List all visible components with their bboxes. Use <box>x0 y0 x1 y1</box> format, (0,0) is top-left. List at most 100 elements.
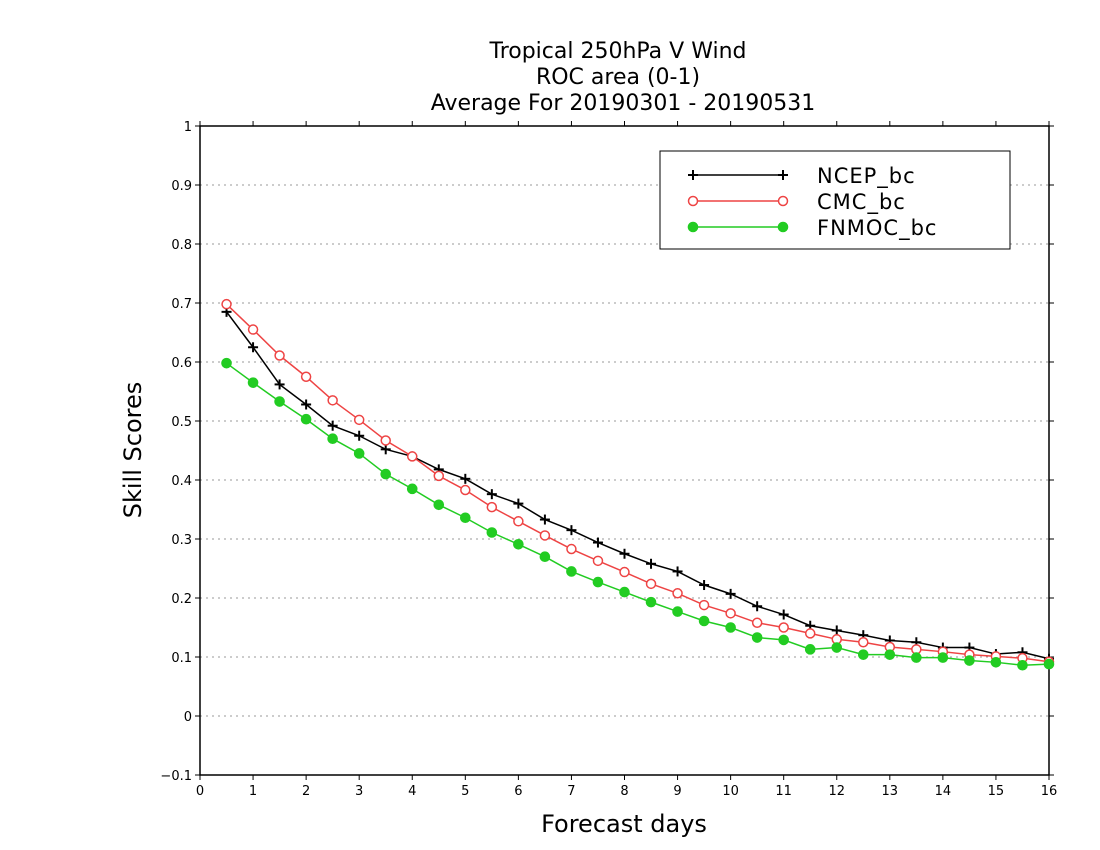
x-tick-label: 16 <box>1041 784 1058 799</box>
y-tick-label: −0.1 <box>160 769 192 784</box>
data-point-cmc-bc <box>858 637 869 648</box>
legend-marker <box>687 195 699 207</box>
legend-marker <box>777 195 789 207</box>
data-point-ncep-bc <box>513 498 524 509</box>
series-line-ncep-bc <box>225 311 1050 660</box>
x-tick-label: 1 <box>249 784 257 799</box>
x-tick-label: 10 <box>722 784 739 799</box>
data-point-ncep-bc <box>486 489 497 500</box>
data-point-fnmoc-bc <box>619 586 630 598</box>
data-point-ncep-bc <box>725 588 736 599</box>
chart-title-line-3: Average For 20190301 - 20190531 <box>431 91 816 116</box>
data-point-cmc-bc <box>619 566 630 578</box>
x-tick-label: 7 <box>567 784 575 799</box>
data-point-ncep-bc <box>354 430 365 441</box>
data-point-cmc-bc <box>380 435 391 446</box>
data-point-fnmoc-bc <box>539 551 551 563</box>
data-point-fnmoc-bc <box>327 433 338 445</box>
data-point-ncep-bc <box>778 609 789 620</box>
data-point-cmc-bc <box>460 484 471 496</box>
legend-marker <box>688 170 698 180</box>
data-point-fnmoc-bc <box>460 512 471 524</box>
series-group <box>221 298 1055 671</box>
data-point-ncep-bc <box>274 379 285 390</box>
data-point-fnmoc-bc <box>831 642 843 653</box>
legend-marker <box>778 170 788 180</box>
y-tick-label: 1 <box>184 120 192 135</box>
data-point-cmc-bc <box>433 470 445 482</box>
legend-item-cmc-bc: CMC_bc <box>687 190 906 215</box>
data-point-ncep-bc <box>380 444 391 455</box>
data-point-fnmoc-bc <box>698 615 710 627</box>
data-point-fnmoc-bc <box>1043 658 1055 670</box>
data-point-ncep-bc <box>248 342 259 353</box>
data-point-fnmoc-bc <box>433 499 445 511</box>
data-point-cmc-bc <box>566 543 577 555</box>
data-point-fnmoc-bc <box>486 527 498 538</box>
data-point-ncep-bc <box>646 558 657 569</box>
data-point-ncep-bc <box>592 537 603 548</box>
data-point-fnmoc-bc <box>513 539 524 550</box>
data-point-ncep-bc <box>672 566 683 577</box>
x-tick-label: 15 <box>988 784 1005 799</box>
x-tick-label: 13 <box>882 784 899 799</box>
data-point-ncep-bc <box>301 399 312 410</box>
data-point-fnmoc-bc <box>672 606 683 617</box>
y-tick-label: 0.9 <box>171 179 192 194</box>
x-tick-label: 8 <box>620 784 628 799</box>
data-point-cmc-bc <box>300 371 312 382</box>
series-cmc-bc <box>221 298 1055 667</box>
data-point-fnmoc-bc <box>380 468 392 480</box>
legend-label: FNMOC_bc <box>817 216 937 241</box>
data-point-fnmoc-bc <box>725 622 736 633</box>
data-point-cmc-bc <box>247 324 259 335</box>
legend-item-fnmoc-bc: FNMOC_bc <box>687 216 937 241</box>
x-tick-label: 14 <box>935 784 952 799</box>
data-point-cmc-bc <box>407 451 418 462</box>
x-tick-label: 0 <box>196 784 204 799</box>
x-tick-label: 2 <box>302 784 310 799</box>
data-point-cmc-bc <box>486 501 498 513</box>
data-point-ncep-bc <box>327 420 338 431</box>
x-axis-label: Forecast days <box>541 810 707 838</box>
y-axis-label: Skill Scores <box>119 382 147 519</box>
data-point-ncep-bc <box>619 548 630 559</box>
x-tick-label: 12 <box>828 784 845 799</box>
data-point-fnmoc-bc <box>247 377 259 388</box>
data-point-fnmoc-bc <box>566 566 577 577</box>
data-point-fnmoc-bc <box>300 413 312 425</box>
data-point-fnmoc-bc <box>353 448 365 459</box>
chart-title-line-1: Tropical 250hPa V Wind <box>488 39 746 64</box>
data-point-cmc-bc <box>778 622 789 633</box>
legend-marker <box>687 221 699 233</box>
data-point-fnmoc-bc <box>911 652 922 663</box>
data-point-fnmoc-bc <box>937 652 949 663</box>
legend-box <box>659 150 1011 250</box>
y-tick-label: 0.1 <box>171 651 192 666</box>
y-tick-label: 0.5 <box>171 415 192 430</box>
data-point-fnmoc-bc <box>884 649 896 660</box>
data-point-fnmoc-bc <box>1017 659 1028 671</box>
x-tick-label: 9 <box>673 784 681 799</box>
series-line-fnmoc-bc <box>226 362 1050 667</box>
data-point-cmc-bc <box>698 599 710 611</box>
data-point-fnmoc-bc <box>751 632 763 643</box>
data-point-cmc-bc <box>513 516 524 527</box>
data-point-cmc-bc <box>592 555 604 567</box>
x-tick-label: 6 <box>514 784 522 799</box>
series-fnmoc-bc <box>221 357 1055 671</box>
legend-marker <box>777 221 789 233</box>
x-tick-label: 3 <box>355 784 363 799</box>
legend-label: NCEP_bc <box>817 164 916 189</box>
data-point-fnmoc-bc <box>645 596 657 608</box>
data-point-cmc-bc <box>645 578 657 590</box>
series-line-cmc-bc <box>226 303 1050 663</box>
data-point-fnmoc-bc <box>778 634 789 646</box>
gridlines <box>200 184 1049 717</box>
legend-label: CMC_bc <box>817 190 906 215</box>
data-point-cmc-bc <box>274 350 285 361</box>
y-tick-label: 0 <box>184 710 192 725</box>
data-point-fnmoc-bc <box>857 649 869 660</box>
